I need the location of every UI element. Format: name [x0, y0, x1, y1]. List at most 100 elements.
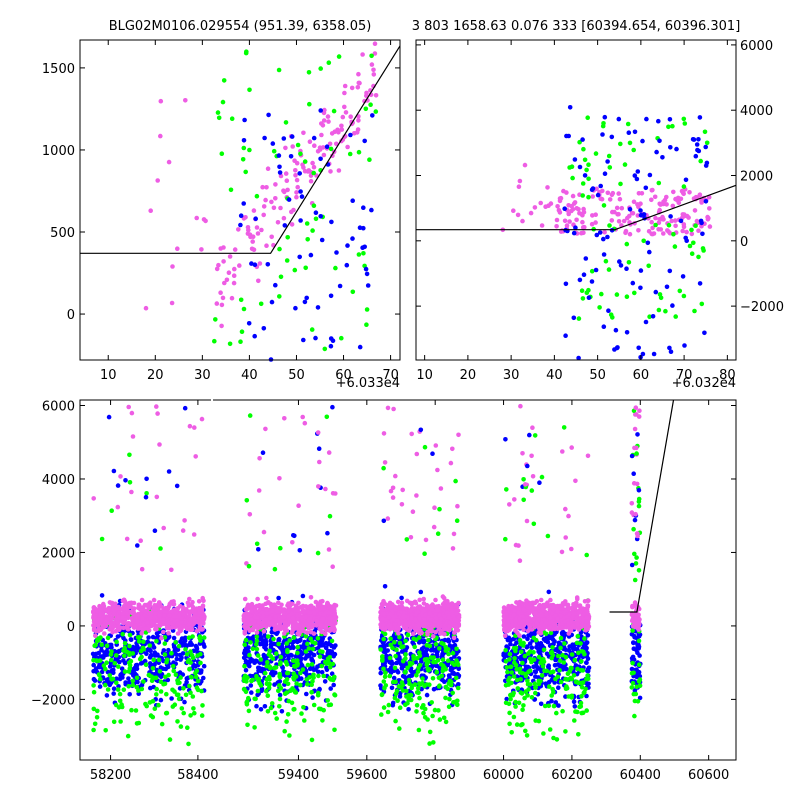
- data-point-blue: [178, 657, 183, 662]
- y-tick-label: −2000: [740, 300, 784, 315]
- data-point-magenta: [388, 623, 394, 629]
- data-point-magenta: [569, 208, 574, 214]
- x-tick-label: 60: [335, 368, 352, 383]
- data-point-outlier: [292, 533, 297, 539]
- data-point-green: [593, 151, 599, 156]
- data-point-magenta: [433, 597, 438, 603]
- data-point-green: [162, 652, 168, 657]
- data-point-green: [309, 662, 315, 667]
- data-point-outlier: [381, 465, 386, 471]
- data-point-magenta: [200, 626, 205, 632]
- data-point-magenta: [178, 624, 184, 630]
- data-point-green: [116, 705, 122, 710]
- data-point-magenta: [381, 611, 387, 617]
- data-point-outlier: [129, 410, 135, 416]
- data-point-magenta: [257, 261, 263, 266]
- data-point-magenta: [330, 619, 336, 624]
- data-point-green: [420, 676, 425, 681]
- data-point-magenta: [321, 118, 327, 123]
- data-point-green: [347, 151, 353, 157]
- data-point-magenta: [329, 131, 335, 136]
- data-point-magenta: [649, 219, 654, 225]
- data-point-magenta: [285, 187, 290, 193]
- data-point-magenta: [168, 601, 173, 606]
- data-point-magenta: [157, 613, 163, 619]
- data-point-blue: [703, 144, 708, 150]
- data-point-green: [120, 631, 125, 637]
- data-point-green: [419, 705, 425, 710]
- data-point-magenta: [301, 165, 306, 170]
- data-point-magenta: [602, 229, 607, 235]
- data-point-magenta: [605, 190, 611, 196]
- data-point-magenta: [148, 614, 153, 620]
- data-point-green: [117, 698, 123, 704]
- data-point-green: [271, 636, 276, 642]
- data-point-green: [130, 651, 136, 656]
- data-point-green: [282, 679, 288, 684]
- data-point-magenta: [342, 90, 347, 96]
- data-point-magenta: [273, 182, 278, 187]
- data-point-green: [666, 222, 672, 228]
- data-point-magenta: [614, 205, 620, 211]
- data-point-green: [687, 243, 693, 249]
- data-point-outlier: [317, 459, 322, 465]
- data-point-blue: [563, 281, 569, 287]
- data-point-green: [408, 662, 413, 668]
- data-point-green: [219, 151, 225, 156]
- data-point-magenta: [264, 185, 269, 190]
- data-point-magenta: [327, 610, 333, 615]
- data-point-blue: [698, 218, 704, 224]
- data-point-green: [586, 194, 591, 200]
- data-point-blue: [279, 646, 284, 652]
- data-point-magenta: [269, 199, 274, 205]
- data-point-green: [117, 691, 123, 697]
- data-point-green: [282, 728, 288, 734]
- data-point-magenta: [281, 625, 287, 630]
- data-point-magenta: [386, 615, 392, 620]
- data-point-magenta: [301, 628, 306, 634]
- data-point-green: [390, 645, 395, 651]
- data-point-magenta: [280, 615, 286, 620]
- data-point-green: [307, 101, 312, 107]
- data-point-magenta: [91, 610, 96, 615]
- data-point-magenta: [170, 264, 175, 269]
- data-point-green: [157, 669, 163, 674]
- data-point-green: [137, 656, 143, 662]
- data-point-blue: [202, 644, 207, 649]
- data-point-outlier: [261, 529, 267, 535]
- data-point-magenta: [380, 622, 386, 627]
- data-point-magenta: [653, 215, 658, 221]
- data-point-blue: [636, 345, 641, 351]
- data-point-green: [188, 649, 193, 654]
- data-point-magenta: [273, 614, 278, 619]
- data-point-outlier: [138, 538, 143, 543]
- data-point-magenta: [705, 217, 711, 222]
- data-point-green: [295, 644, 301, 650]
- data-point-green: [336, 54, 342, 59]
- data-point-outlier: [422, 444, 428, 450]
- data-point-green: [200, 703, 205, 708]
- data-point-green: [395, 698, 400, 703]
- data-point-green: [586, 162, 591, 167]
- data-point-magenta: [590, 194, 595, 199]
- data-point-outlier: [296, 503, 301, 509]
- data-point-green: [240, 157, 246, 162]
- data-point-green: [447, 696, 452, 702]
- data-point-magenta: [190, 599, 195, 605]
- data-point-outlier: [255, 547, 261, 552]
- data-point-green: [427, 682, 432, 687]
- data-point-green: [198, 660, 203, 666]
- data-point-green: [364, 307, 370, 312]
- data-point-green: [291, 671, 297, 676]
- data-point-blue: [306, 653, 311, 658]
- data-point-green: [213, 317, 218, 322]
- x-tick-label: 70: [382, 368, 399, 383]
- data-point-green: [417, 650, 422, 655]
- data-point-magenta: [433, 615, 439, 621]
- data-point-magenta: [219, 302, 225, 308]
- data-point-green: [111, 719, 117, 725]
- data-point-green: [186, 635, 192, 640]
- data-point-magenta: [433, 629, 438, 635]
- data-point-magenta: [175, 246, 180, 251]
